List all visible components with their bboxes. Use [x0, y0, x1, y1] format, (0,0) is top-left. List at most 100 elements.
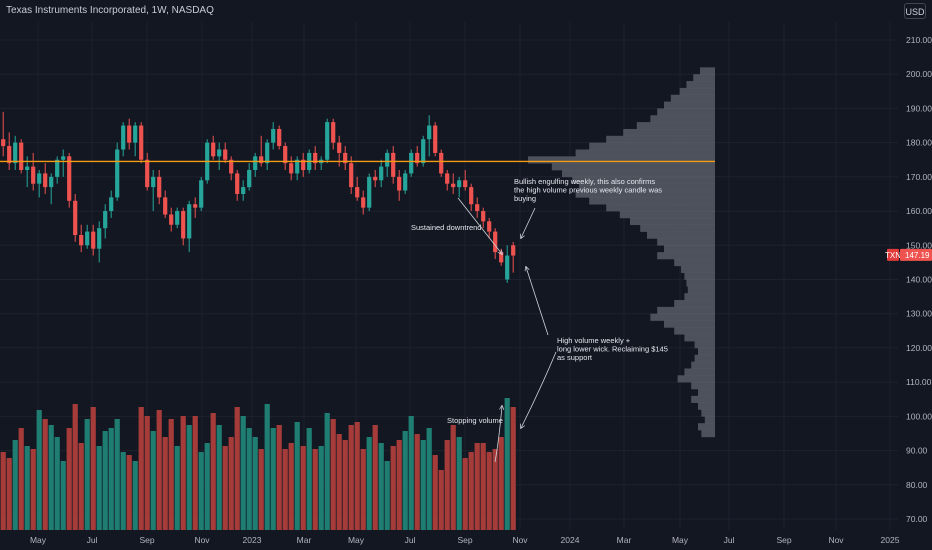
candle-body [79, 235, 84, 246]
volume-bar [444, 440, 450, 530]
candle-body [115, 149, 120, 198]
volume-bar [198, 452, 204, 530]
volume-bar [348, 425, 354, 530]
volume-bar [132, 461, 138, 530]
time-axis[interactable]: May Jul Sep Nov 2023 Mar May Jul Sep Nov 2024 Mar Ma… [30, 535, 900, 545]
volume-bars [0, 398, 516, 530]
time-tick-label: Sep [139, 535, 154, 545]
price-tick-label: 190.00 [906, 103, 932, 113]
candle-body [337, 142, 342, 153]
price-tick-label: 80.00 [906, 480, 928, 490]
volume-bar [354, 422, 360, 530]
volume-bar [36, 410, 42, 530]
volume-bar [474, 443, 480, 530]
volume-bar [510, 407, 516, 530]
volume-bar [312, 449, 318, 530]
volume-profile-bar [657, 306, 715, 315]
time-tick-label: Nov [512, 535, 528, 545]
volume-profile-bar [623, 128, 715, 137]
volume-bar [48, 425, 54, 530]
volume-bar [6, 458, 12, 530]
volume-profile-bar [701, 430, 715, 438]
candle-body [295, 159, 300, 174]
volume-profile-bar [684, 272, 715, 280]
volume-bar [438, 470, 444, 530]
price-tick-label: 210.00 [906, 35, 932, 45]
candle-body [373, 176, 378, 181]
volume-bar [186, 425, 192, 530]
volume-profile-bar [606, 135, 715, 143]
volume-bar [300, 446, 306, 530]
candle-body [7, 146, 12, 164]
candle-body [505, 255, 510, 280]
candle-body [241, 187, 246, 194]
price-axis[interactable]: 70.00 80.00 90.00 100.00 110.00 120.00 130.00 1… [906, 35, 932, 524]
volume-bar [114, 419, 120, 530]
candle-body [229, 159, 234, 174]
annotation-text-highvol: long lower wick. Reclaiming $145 [557, 345, 668, 354]
time-tick-label: Mar [617, 535, 632, 545]
candle-body [181, 211, 186, 239]
candle-body [331, 122, 336, 143]
volume-bar [486, 452, 492, 530]
candle-body [499, 252, 504, 263]
volume-profile-bar [674, 327, 715, 335]
volume-profile-bar [684, 368, 715, 376]
volume-profile-bar [664, 245, 715, 253]
annotations[interactable]: Bullish engulfing weekly, this also conf… [411, 177, 668, 463]
candle-body [439, 152, 444, 174]
time-tick-label: Nov [828, 535, 844, 545]
volume-bar [216, 425, 222, 530]
volume-profile-bar [619, 211, 715, 219]
volume-profile-bar [704, 416, 715, 424]
volume-bar [96, 446, 102, 530]
annotation-text-bullish: buying [514, 194, 536, 203]
volume-bar [336, 434, 342, 530]
time-tick-label: May [30, 535, 47, 545]
volume-bar [282, 449, 288, 530]
candle-body [265, 142, 270, 164]
candle-body [409, 152, 414, 174]
volume-bar [84, 419, 90, 530]
volume-bar [288, 443, 294, 530]
price-tick-label: 70.00 [906, 514, 928, 524]
time-tick-label: Jul [87, 535, 98, 545]
price-tick-label: 160.00 [906, 206, 932, 216]
volume-bar [426, 428, 432, 530]
candle-body [121, 125, 126, 150]
volume-bar [468, 452, 474, 530]
arrow-highvol-volume [521, 351, 557, 428]
volume-profile-bar [698, 423, 715, 431]
volume-bar [324, 413, 330, 530]
volume-profile-bar [686, 81, 715, 89]
volume-profile-bar [650, 313, 715, 321]
volume-bar [276, 425, 282, 530]
volume-profile-bar [693, 74, 715, 82]
candle-body [103, 211, 108, 229]
volume-profile-bar [579, 183, 715, 191]
volume-profile-bar [664, 101, 715, 109]
volume-profile-bar [684, 334, 715, 342]
time-tick-label: 2024 [561, 535, 580, 545]
volume-bar [498, 437, 504, 530]
volume-bar [42, 419, 48, 530]
candle-body [361, 197, 366, 208]
volume-bar [102, 431, 108, 530]
candlesticks[interactable] [1, 111, 516, 283]
volume-bar [174, 446, 180, 530]
price-badge-value: 147.19 [905, 251, 930, 260]
candle-body [481, 211, 486, 222]
currency-button[interactable]: USD [904, 3, 926, 19]
volume-bar [240, 416, 246, 530]
volume-bar [138, 407, 144, 530]
last-price-badge: TXN 147.19 [885, 248, 932, 261]
candle-body [175, 211, 180, 225]
candle-body [403, 173, 408, 191]
candle-body [235, 173, 240, 194]
chart-title: Texas Instruments Incorporated, 1W, NASD… [6, 5, 214, 16]
volume-profile-bar [650, 115, 715, 123]
time-tick-label: Jul [724, 535, 735, 545]
volume-profile-bar [691, 395, 715, 403]
